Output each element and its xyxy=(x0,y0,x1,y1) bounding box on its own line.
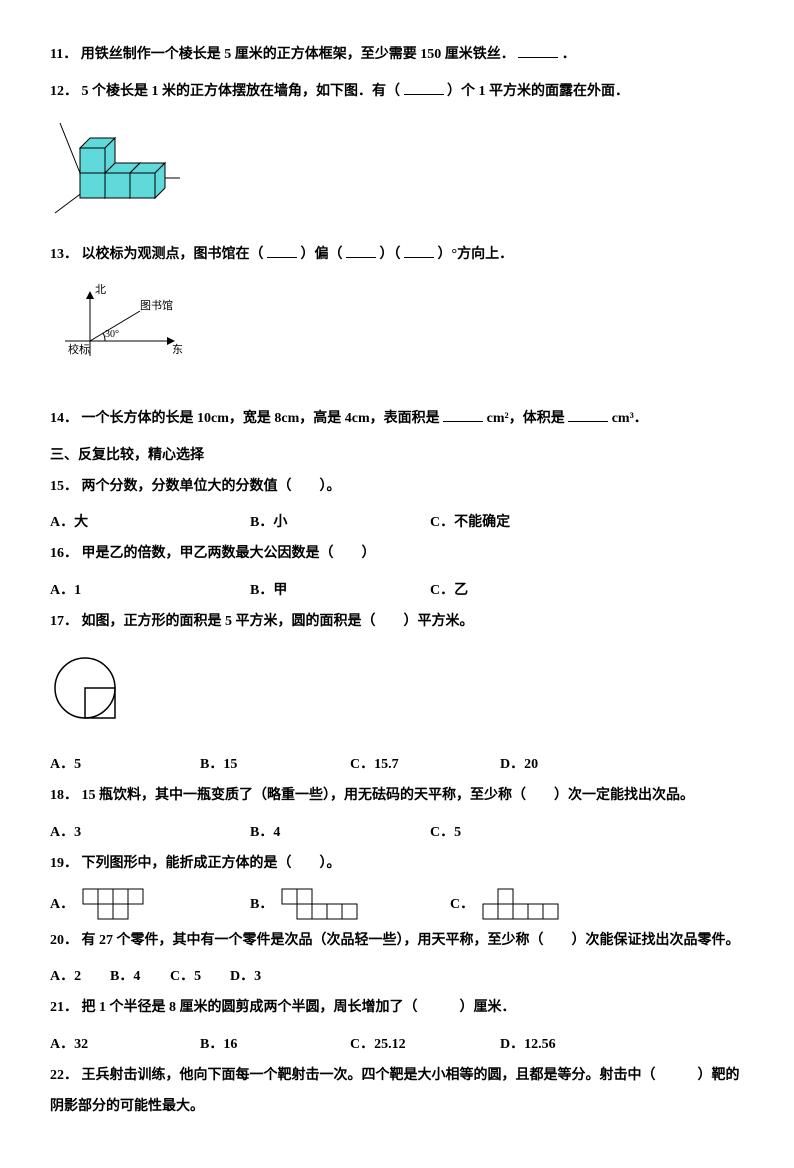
net-diagram-c xyxy=(478,886,568,926)
fill-blank[interactable] xyxy=(443,408,483,422)
fill-blank[interactable] xyxy=(267,244,297,258)
compass-diagram: 北 东 校标 图书馆 30° xyxy=(50,281,744,394)
fill-blank[interactable] xyxy=(404,81,444,95)
option-c[interactable]: C．乙 xyxy=(430,576,468,607)
option-a[interactable]: A．32 xyxy=(50,1030,200,1061)
question-mid1: ）偏（ xyxy=(301,247,343,262)
question-number: 22． xyxy=(50,1068,78,1083)
option-a[interactable]: A．5 xyxy=(50,750,200,781)
svg-text:30°: 30° xyxy=(105,329,119,340)
net-diagram-b xyxy=(277,886,367,926)
question-18: 18． 15 瓶饮料，其中一瓶变质了（略重一些），用无砝码的天平称，至少称（ ）… xyxy=(50,781,744,812)
net-diagram-a xyxy=(78,886,168,926)
question-text-after: ）个 1 平方米的面露在外面． xyxy=(447,84,629,99)
options-15: A．大 B．小 C．不能确定 xyxy=(50,508,744,539)
question-20: 20． 有 27 个零件，其中有一个零件是次品（次品轻一些），用天平称，至少称（… xyxy=(50,926,744,957)
option-b[interactable]: B．4 xyxy=(250,818,430,849)
option-c[interactable]: C．15.7 xyxy=(350,750,500,781)
fill-blank[interactable] xyxy=(404,244,434,258)
option-b[interactable]: B． xyxy=(250,886,450,926)
question-14: 14． 一个长方体的长是 10cm，宽是 8cm，高是 4cm，表面积是 cm²… xyxy=(50,404,744,435)
option-a[interactable]: A．3 xyxy=(50,818,250,849)
option-c[interactable]: C． xyxy=(450,886,572,926)
question-number: 14． xyxy=(50,411,78,426)
section-3-title: 三、反复比较，精心选择 xyxy=(50,441,744,472)
circle-square-diagram xyxy=(50,648,744,741)
question-text: 两个分数，分数单位大的分数值（ ）。 xyxy=(82,479,341,494)
option-a[interactable]: A．2 xyxy=(50,962,110,993)
question-number: 18． xyxy=(50,788,78,803)
question-text: 甲是乙的倍数，甲乙两数最大公因数是（ ） xyxy=(82,546,376,561)
question-21: 21． 把 1 个半径是 8 厘米的圆剪成两个半圆，周长增加了（ ）厘米． xyxy=(50,993,744,1024)
question-number: 16． xyxy=(50,546,78,561)
svg-text:图书馆: 图书馆 xyxy=(140,298,173,312)
question-mid2: ）（ xyxy=(380,247,401,262)
question-text: 如图，正方形的面积是 5 平方米，圆的面积是（ ）平方米。 xyxy=(82,614,474,629)
svg-text:校标: 校标 xyxy=(68,342,90,356)
question-16: 16． 甲是乙的倍数，甲乙两数最大公因数是（ ） xyxy=(50,539,744,570)
question-number: 11． xyxy=(50,47,77,62)
question-number: 20． xyxy=(50,933,78,948)
question-text-after: cm³． xyxy=(612,411,648,426)
options-20: A．2 B．4 C．5 D．3 xyxy=(50,962,744,993)
cube-diagram xyxy=(50,118,744,231)
question-text: 以校标为观测点，图书馆在（ xyxy=(82,247,264,262)
option-d[interactable]: D．20 xyxy=(500,750,538,781)
option-b[interactable]: B．15 xyxy=(200,750,350,781)
question-text: 用铁丝制作一个棱长是 5 厘米的正方体框架，至少需要 150 厘米铁丝． xyxy=(81,47,515,62)
question-text: 有 27 个零件，其中有一个零件是次品（次品轻一些），用天平称，至少称（ ）次能… xyxy=(82,933,740,948)
options-16: A．1 B．甲 C．乙 xyxy=(50,576,744,607)
question-text: 一个长方体的长是 10cm，宽是 8cm，高是 4cm，表面积是 xyxy=(82,411,440,426)
options-17: A．5 B．15 C．15.7 D．20 xyxy=(50,750,744,781)
question-number: 13． xyxy=(50,247,78,262)
question-13: 13． 以校标为观测点，图书馆在（ ）偏（ ）（ ）°方向上． xyxy=(50,240,744,271)
question-19: 19． 下列图形中，能折成正方体的是（ ）。 xyxy=(50,849,744,880)
option-b[interactable]: B．4 xyxy=(110,962,170,993)
option-a[interactable]: A．1 xyxy=(50,576,250,607)
option-a[interactable]: A．大 xyxy=(50,508,250,539)
option-d[interactable]: D．3 xyxy=(230,962,261,993)
question-number: 17． xyxy=(50,614,78,629)
question-text: 下列图形中，能折成正方体的是（ ）。 xyxy=(82,856,341,871)
question-15: 15． 两个分数，分数单位大的分数值（ ）。 xyxy=(50,472,744,503)
option-c[interactable]: C．25.12 xyxy=(350,1030,500,1061)
question-text: 15 瓶饮料，其中一瓶变质了（略重一些），用无砝码的天平称，至少称（ ）次一定能… xyxy=(82,788,695,803)
question-text-after: ）°方向上． xyxy=(438,247,514,262)
svg-text:北: 北 xyxy=(95,283,106,296)
fill-blank[interactable] xyxy=(518,44,558,58)
option-b[interactable]: B．16 xyxy=(200,1030,350,1061)
question-mid: cm²，体积是 xyxy=(487,411,565,426)
options-18: A．3 B．4 C．5 xyxy=(50,818,744,849)
question-text: 5 个棱长是 1 米的正方体摆放在墙角，如下图．有（ xyxy=(82,84,401,99)
question-text: 把 1 个半径是 8 厘米的圆剪成两个半圆，周长增加了（ ）厘米． xyxy=(82,1000,516,1015)
question-12: 12． 5 个棱长是 1 米的正方体摆放在墙角，如下图．有（ ）个 1 平方米的… xyxy=(50,77,744,108)
option-b[interactable]: B．小 xyxy=(250,508,430,539)
question-11: 11． 用铁丝制作一个棱长是 5 厘米的正方体框架，至少需要 150 厘米铁丝．… xyxy=(50,40,744,71)
question-text: 王兵射击训练，他向下面每一个靶射击一次。四个靶是大小相等的圆，且都是等分。射击中… xyxy=(50,1068,740,1114)
fill-blank[interactable] xyxy=(346,244,376,258)
question-text-after: ． xyxy=(562,47,576,62)
option-c[interactable]: C．5 xyxy=(170,962,230,993)
option-a[interactable]: A． xyxy=(50,886,250,926)
question-22: 22． 王兵射击训练，他向下面每一个靶射击一次。四个靶是大小相等的圆，且都是等分… xyxy=(50,1061,744,1123)
fill-blank[interactable] xyxy=(568,408,608,422)
question-number: 15． xyxy=(50,479,78,494)
option-b[interactable]: B．甲 xyxy=(250,576,430,607)
question-number: 12． xyxy=(50,84,78,99)
svg-text:东: 东 xyxy=(172,343,183,356)
options-21: A．32 B．16 C．25.12 D．12.56 xyxy=(50,1030,744,1061)
question-number: 21． xyxy=(50,1000,78,1015)
option-d[interactable]: D．12.56 xyxy=(500,1030,556,1061)
options-19: A． B． C． xyxy=(50,886,744,926)
question-17: 17． 如图，正方形的面积是 5 平方米，圆的面积是（ ）平方米。 xyxy=(50,607,744,638)
question-number: 19． xyxy=(50,856,78,871)
option-c[interactable]: C．不能确定 xyxy=(430,508,510,539)
option-c[interactable]: C．5 xyxy=(430,818,461,849)
